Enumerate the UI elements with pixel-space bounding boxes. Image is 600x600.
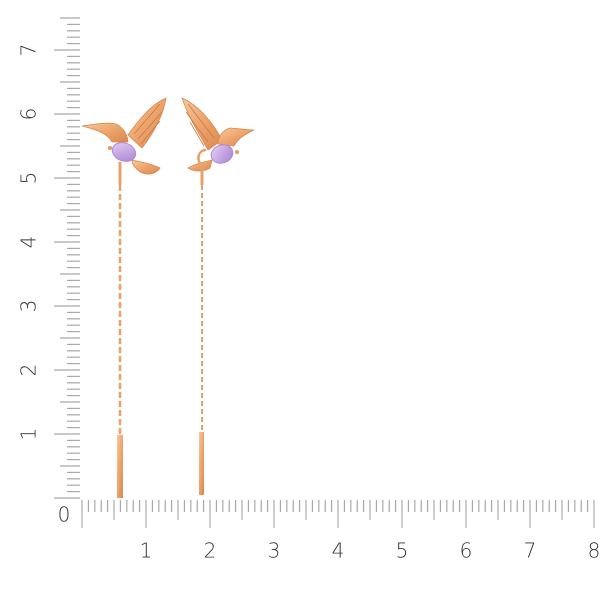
bird-wing — [181, 97, 223, 151]
ruler-label: 6 — [17, 108, 41, 121]
amethyst-stone — [111, 142, 137, 162]
ruler-label: 3 — [17, 300, 41, 313]
ruler-label: 6 — [460, 539, 473, 563]
ruler-label: 7 — [17, 44, 41, 57]
chain-bar — [199, 432, 204, 495]
ruler-label: 4 — [332, 539, 345, 563]
ruler-label: 2 — [204, 539, 217, 563]
ruler-label: 7 — [524, 539, 537, 563]
ruler-label: 1 — [140, 539, 153, 563]
bird-tail — [187, 159, 213, 172]
bird-head — [217, 127, 255, 147]
ruler-label: 8 — [588, 539, 600, 563]
amethyst-stone — [210, 144, 234, 164]
chain-bar — [117, 435, 123, 498]
bird-tail — [131, 159, 161, 175]
ruler-label: 5 — [17, 172, 41, 185]
ruler-label: 2 — [17, 364, 41, 377]
earring-left — [81, 97, 167, 498]
ruler: 0 1 2 3 4 5 6 7 8 1 2 3 4 5 6 7 — [17, 17, 600, 563]
ruler-label: 5 — [396, 539, 409, 563]
bird-head — [81, 122, 129, 143]
ruler-label: 4 — [17, 236, 41, 249]
ruler-label: 1 — [17, 428, 41, 441]
earring-right — [181, 97, 255, 495]
ruler-label: 0 — [58, 503, 71, 527]
bird-wing — [127, 97, 167, 149]
ruler-label: 3 — [268, 539, 281, 563]
